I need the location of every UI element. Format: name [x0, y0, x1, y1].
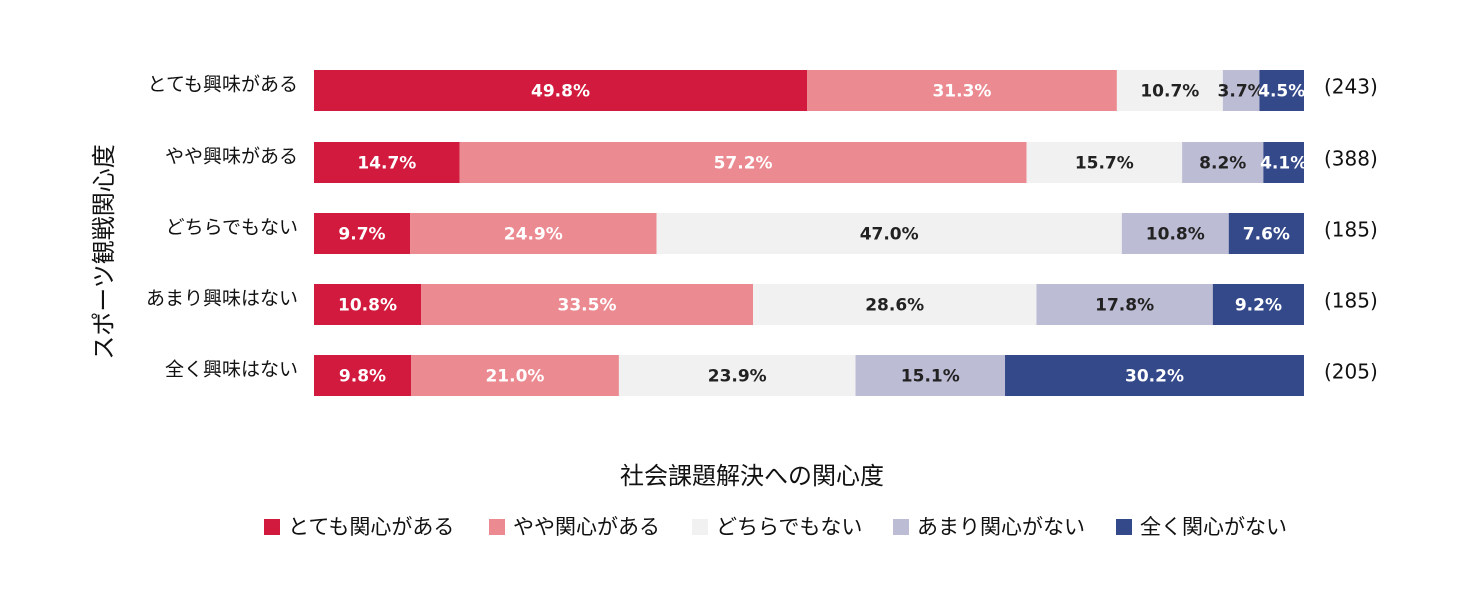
legend-label: あまり関心がない — [917, 515, 1085, 539]
bar-segment — [1036, 284, 1213, 325]
legend: とても関心がある やや関心がある どちらでもない あまり関心がない 全く関心がない — [264, 515, 1287, 539]
bar-segment — [753, 284, 1037, 325]
sample-count-label: (185) — [1324, 289, 1378, 313]
category-label: とても興味がある — [148, 74, 298, 96]
bar-segment — [314, 213, 411, 254]
legend-label: やや関心がある — [513, 515, 660, 539]
bar-data-label: 14.7% — [357, 154, 416, 174]
count-labels-layer: (243) (388) (185) (185) (205) — [1324, 75, 1378, 384]
sample-count-label: (185) — [1324, 218, 1378, 242]
bar-data-label: 15.7% — [1075, 154, 1134, 174]
legend-label: どちらでもない — [716, 515, 862, 539]
bar-segment — [1182, 142, 1264, 183]
legend-item: あまり関心がない — [893, 515, 1085, 539]
bar-row: 14.7% 57.2% 15.7% 8.2% 4.1% — [314, 142, 1307, 183]
legend-swatch — [893, 519, 909, 535]
bar-data-label: 31.3% — [932, 82, 991, 102]
bar-data-label: 4.1% — [1260, 154, 1307, 174]
bar-data-label: 21.0% — [485, 367, 544, 387]
bar-data-label: 57.2% — [714, 154, 773, 174]
bar-data-label: 7.6% — [1243, 225, 1290, 245]
category-label: やや興味がある — [165, 146, 298, 168]
bar-segment — [1228, 213, 1304, 254]
bar-data-label: 28.6% — [865, 296, 924, 316]
bar-segment — [410, 213, 657, 254]
category-label: あまり興味はない — [146, 288, 298, 310]
legend-item: 全く関心がない — [1116, 515, 1287, 539]
bar-row: 9.8% 21.0% 23.9% 15.1% 30.2% — [314, 355, 1304, 396]
bar-data-label: 10.8% — [338, 296, 397, 316]
legend-label: とても関心がある — [288, 515, 454, 539]
legend-swatch — [489, 519, 505, 535]
bar-data-label: 23.9% — [708, 367, 767, 387]
sample-count-label: (388) — [1324, 147, 1378, 171]
bar-segment — [459, 142, 1027, 183]
bar-segment — [1212, 284, 1304, 325]
bars-layer: 49.8% 31.3% 10.7% 3.7%4.5% 14.7% 57.2% 15.7% 8.… — [314, 70, 1307, 396]
bar-segment — [314, 70, 808, 111]
bar-segment — [656, 213, 1122, 254]
bar-row: 10.8% 33.5% 28.6% 17.8% 9.2% — [314, 284, 1304, 325]
legend-swatch — [264, 519, 280, 535]
bar-segment — [314, 142, 460, 183]
bar-data-label: 24.9% — [504, 225, 563, 245]
bar-row: 9.7% 24.9% 47.0% 10.8% 7.6% — [314, 213, 1304, 254]
bar-data-label: 17.8% — [1095, 296, 1154, 316]
bar-segment — [1026, 142, 1183, 183]
bar-segment — [314, 284, 422, 325]
bar-segment — [411, 355, 619, 396]
bar-segment — [314, 355, 412, 396]
bar-data-label: 8.2% — [1199, 154, 1246, 174]
legend-swatch — [1116, 519, 1132, 535]
bar-data-label: 3.7% — [1218, 82, 1265, 102]
bar-row: 49.8% 31.3% 10.7% 3.7%4.5% — [314, 70, 1305, 111]
sample-count-label: (243) — [1324, 75, 1378, 99]
legend-item: とても関心がある — [264, 515, 454, 539]
bar-data-label: 30.2% — [1125, 367, 1184, 387]
bar-segment — [1121, 213, 1229, 254]
category-label: どちらでもない — [166, 217, 298, 239]
legend-label: 全く関心がない — [1140, 515, 1287, 539]
legend-item: やや関心がある — [489, 515, 660, 539]
bar-segment — [1116, 70, 1223, 111]
bar-data-label: 47.0% — [860, 225, 919, 245]
bar-data-label: 10.8% — [1146, 225, 1205, 245]
bar-segment — [1263, 142, 1304, 183]
bar-segment — [1259, 70, 1304, 111]
bar-data-label: 9.7% — [338, 225, 385, 245]
category-label: 全く興味はない — [165, 359, 298, 381]
bar-segment — [807, 70, 1117, 111]
bar-data-label: 9.8% — [339, 367, 386, 387]
bar-segment — [1222, 70, 1260, 111]
legend-item: どちらでもない — [692, 515, 862, 539]
bar-data-label: 33.5% — [558, 296, 617, 316]
y-axis-title: スポーツ観戦関心度 — [90, 144, 118, 360]
bar-segment — [1005, 355, 1304, 396]
bar-data-label: 49.8% — [531, 82, 590, 102]
bar-data-label: 4.5% — [1258, 82, 1305, 102]
legend-swatch — [692, 519, 708, 535]
bar-segment — [618, 355, 856, 396]
x-axis-title: 社会課題解決への関心度 — [620, 462, 884, 490]
bar-data-label: 15.1% — [901, 367, 960, 387]
bar-data-label: 10.7% — [1140, 82, 1199, 102]
bar-segment — [421, 284, 754, 325]
sample-count-label: (205) — [1324, 360, 1378, 384]
bar-segment — [855, 355, 1006, 396]
bar-data-label: 9.2% — [1235, 296, 1282, 316]
